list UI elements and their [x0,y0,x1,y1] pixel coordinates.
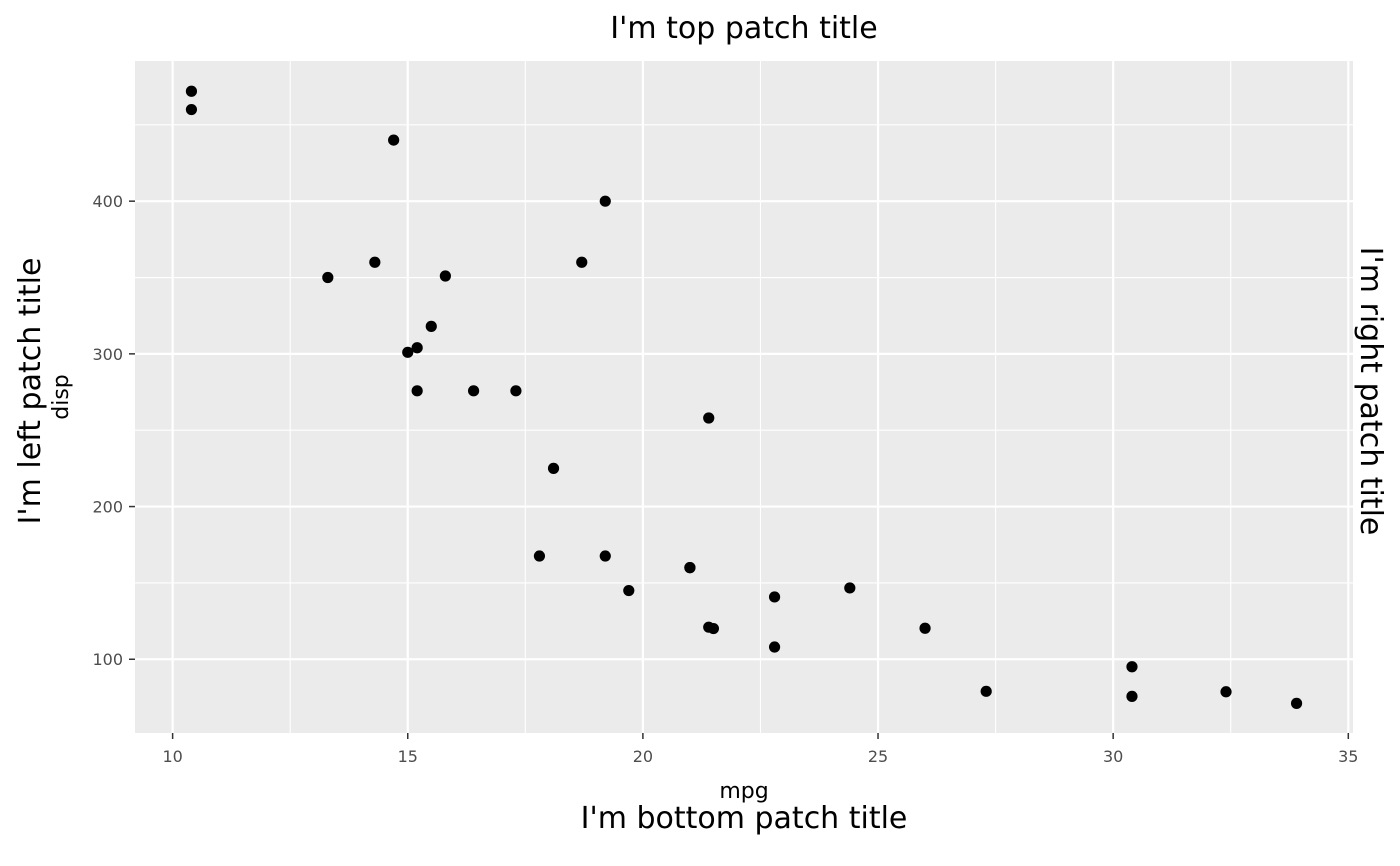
data-point [1290,697,1303,709]
data-point [703,412,715,424]
y-tick-label: 300 [92,345,123,364]
data-point [388,134,400,146]
data-point [1126,661,1138,673]
data-point [1220,686,1232,698]
y-axis-title: disp [49,374,74,420]
y-axis-ticks: 100 200 300 400 [92,192,135,669]
data-point [919,622,931,634]
x-tick-label: 25 [868,747,888,766]
data-point [599,550,611,562]
data-point [185,85,198,97]
x-tick-label: 10 [162,747,182,766]
y-tick-label: 200 [92,498,123,517]
x-tick-label: 20 [633,747,653,766]
data-point [684,562,696,574]
data-point [185,103,198,116]
data-point [402,346,414,358]
data-point [576,256,588,268]
data-point [369,256,381,268]
data-point [533,550,546,562]
x-tick-label: 30 [1103,747,1123,766]
right-patch-title: I'm right patch title [1353,247,1388,536]
data-point [439,270,451,282]
data-point [703,621,715,633]
data-point [844,582,856,594]
y-tick-label: 400 [92,192,123,211]
data-point [768,591,781,603]
bottom-patch-title: I'm bottom patch title [581,801,908,836]
data-point [425,320,437,332]
x-tick-label: 35 [1338,747,1358,766]
data-point [1126,690,1138,702]
data-point [411,342,423,354]
top-patch-title: I'm top patch title [610,11,877,46]
x-axis-title: mpg [719,779,768,804]
data-point [547,462,560,474]
data-point [510,385,522,397]
major-gridlines [135,61,1353,733]
minor-gridlines [135,61,1353,733]
left-patch-title: I'm left patch title [13,258,48,525]
plot-panel [135,61,1353,733]
data-point [980,685,992,697]
x-axis-ticks: 10 15 20 25 30 35 [162,733,1358,766]
data-points [185,85,1303,709]
data-point [322,271,334,284]
data-point [623,584,635,597]
data-point [768,641,781,653]
data-point [599,195,611,207]
x-tick-label: 15 [398,747,418,766]
data-point [467,385,480,397]
y-tick-label: 100 [92,650,123,669]
data-point [411,385,423,397]
